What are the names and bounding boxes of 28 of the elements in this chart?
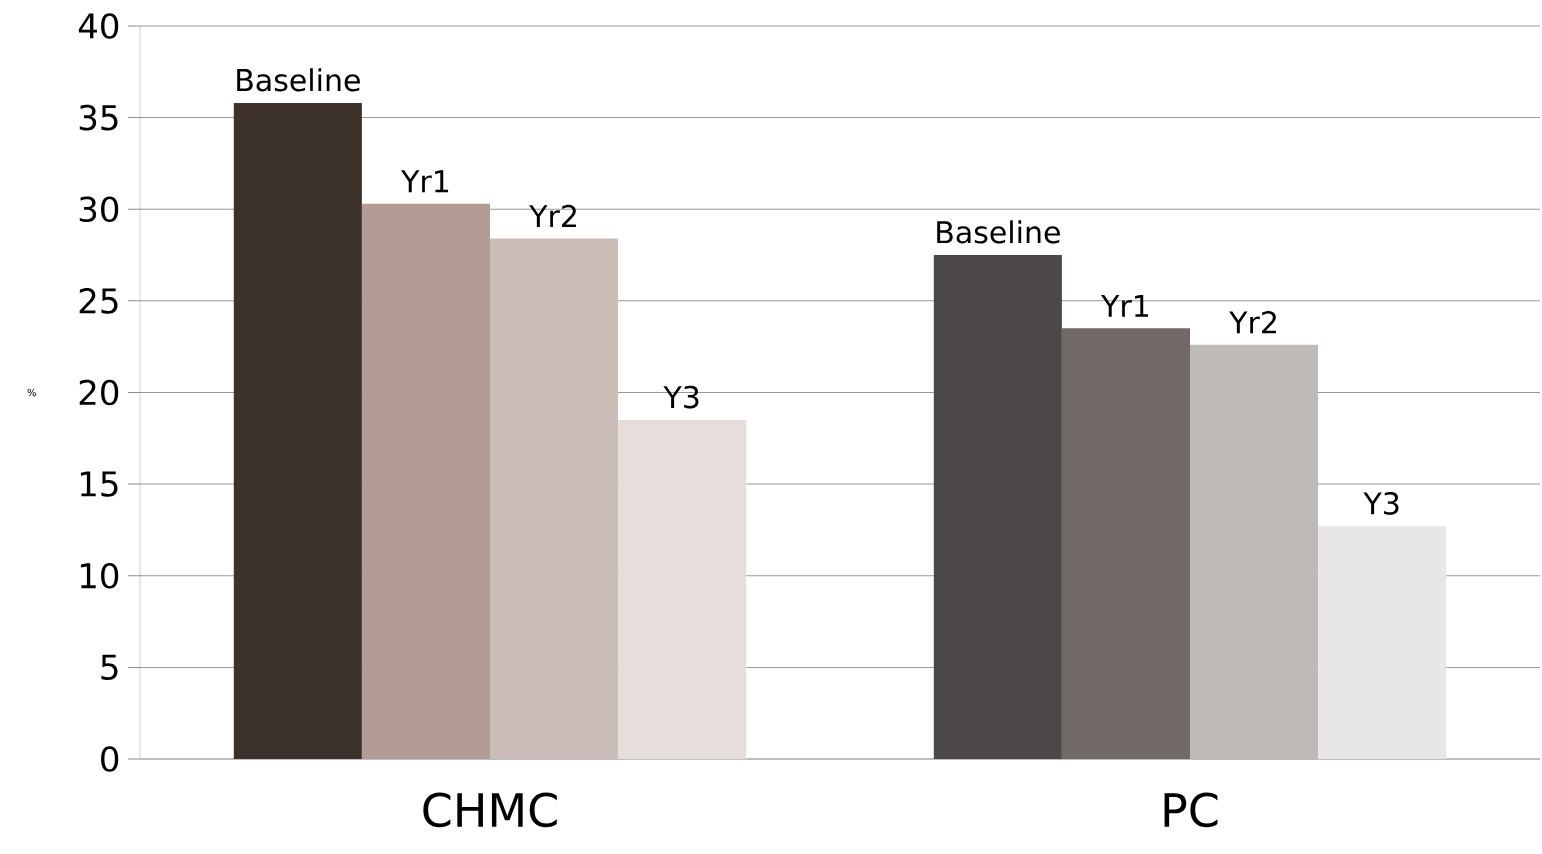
text: Yr1 (1101, 294, 1149, 317)
bar (233, 102, 362, 759)
y-tick-label: 35 (79, 104, 118, 131)
bar (933, 255, 1062, 759)
bar (1061, 328, 1191, 759)
y-tick-label: 20 (79, 379, 119, 406)
y-tick-label: 25 (79, 288, 118, 314)
bar (1190, 344, 1319, 759)
bar (490, 238, 619, 759)
series-label: Yr1 (401, 170, 449, 193)
y-tick-label: 0 (101, 746, 119, 772)
y-tick-label: 10 (80, 562, 119, 589)
y-tick-label: 30 (79, 196, 119, 223)
y-tick-label: 40 (78, 13, 119, 39)
bar (361, 203, 490, 759)
text: Baseline (937, 220, 1060, 244)
text: Y3 (663, 385, 699, 409)
x-tick-label: PC (1164, 792, 1218, 828)
bar (618, 419, 747, 759)
series-label: Y3 (1363, 492, 1399, 515)
bar (1318, 526, 1447, 759)
y-tick-label: 15 (80, 471, 118, 497)
y-tick-label: 5 (101, 654, 118, 681)
x-tick-label: CHMC (423, 792, 557, 828)
y-axis-title: % (27, 388, 36, 397)
series-label: Baseline (237, 68, 360, 92)
series-label: Yr2 (1229, 311, 1276, 334)
text: Yr2 (529, 204, 576, 228)
